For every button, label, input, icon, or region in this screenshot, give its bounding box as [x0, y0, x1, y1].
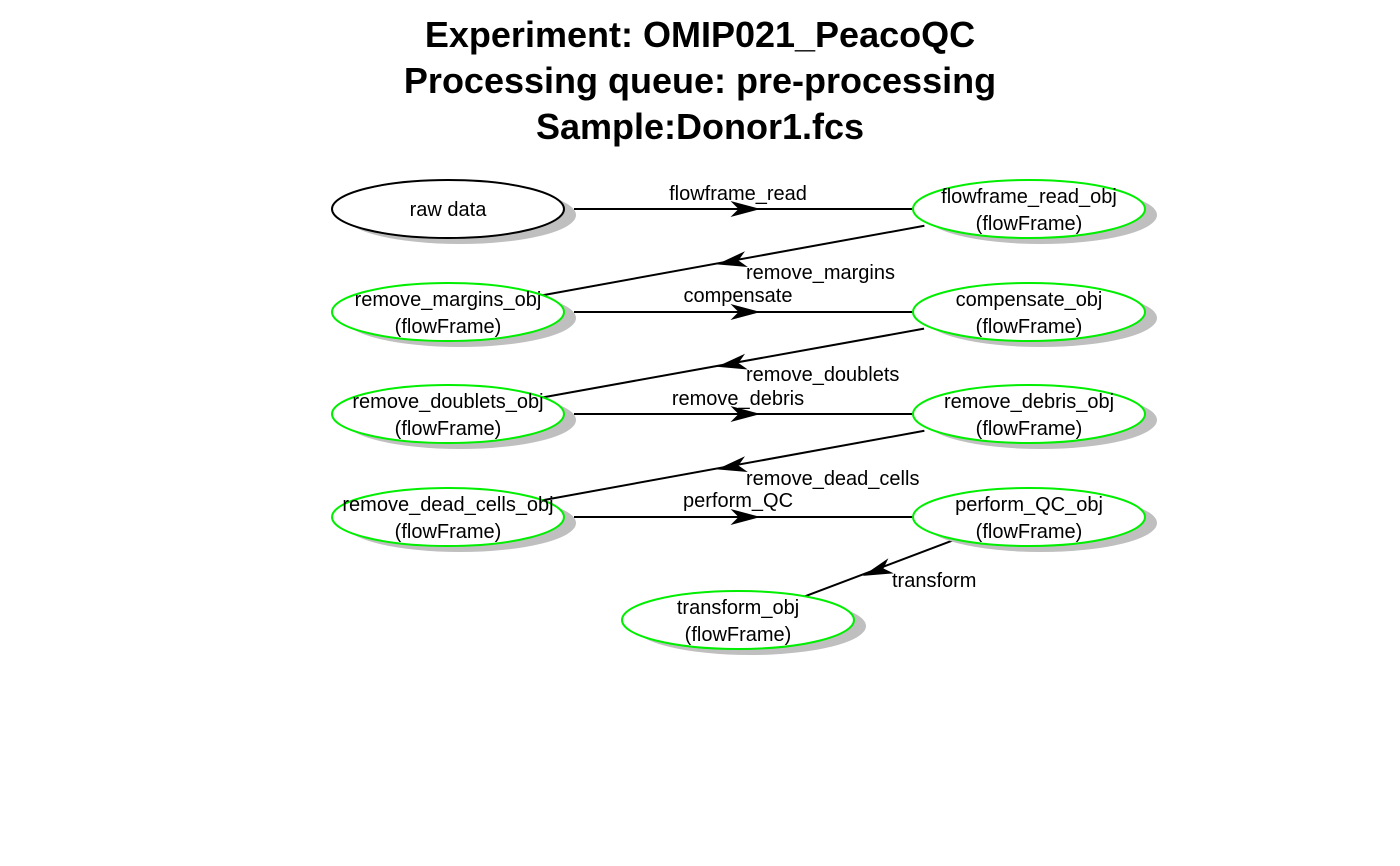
- node-name: remove_debris_obj: [944, 391, 1114, 413]
- edge-label: compensate: [684, 285, 793, 307]
- node-type: (flowFrame): [976, 316, 1083, 338]
- node-ellipse: [331, 179, 565, 239]
- arrow-head-icon: [730, 509, 761, 525]
- diagram-title: Experiment: OMIP021_PeacoQC Processing q…: [404, 14, 996, 147]
- arrow-head-icon: [730, 201, 761, 217]
- edge-label: remove_margins: [746, 262, 895, 284]
- node-remove-dead-cells-obj: remove_dead_cells_obj (flowFrame): [331, 487, 576, 552]
- node-ellipse: [331, 282, 565, 342]
- edge-label: remove_debris: [672, 388, 804, 410]
- title-sample: Sample:Donor1.fcs: [536, 106, 864, 147]
- nodes-layer: raw dataflowframe_read_obj(flowFrame)rem…: [331, 179, 1157, 655]
- node-type: (flowFrame): [976, 213, 1083, 235]
- node-type: (flowFrame): [685, 624, 792, 646]
- arrow-head-icon: [862, 558, 894, 576]
- node-remove-doublets-obj: remove_doublets_obj (flowFrame): [331, 384, 576, 449]
- edge-remove-dead-cells: [542, 429, 925, 502]
- node-name: flowframe_read_obj: [941, 186, 1117, 208]
- arrow-head-icon: [730, 406, 761, 422]
- node-type: (flowFrame): [976, 521, 1083, 543]
- edge-perform-QC: [574, 509, 913, 525]
- edge-transform: [804, 539, 953, 598]
- node-ellipse: [912, 487, 1146, 547]
- node-flowframe-read-obj: flowframe_read_obj (flowFrame): [912, 179, 1157, 244]
- edge-compensate: [574, 304, 913, 320]
- arrow-head-icon: [716, 353, 748, 370]
- node-remove-debris-obj: remove_debris_obj (flowFrame): [912, 384, 1157, 449]
- edges-layer: [542, 201, 953, 598]
- arrow-head-icon: [730, 304, 761, 320]
- node-raw: raw data: [331, 179, 576, 244]
- edge-remove-margins: [542, 224, 925, 297]
- node-type: (flowFrame): [976, 418, 1083, 440]
- edge-label: perform_QC: [683, 490, 793, 512]
- node-name: perform_QC_obj: [955, 494, 1103, 516]
- node-ellipse: [912, 282, 1146, 342]
- arrow-head-icon: [716, 251, 748, 267]
- title-processing-queue: Processing queue: pre-processing: [404, 60, 996, 101]
- node-name: compensate_obj: [956, 289, 1103, 311]
- node-ellipse: [912, 179, 1146, 239]
- title-experiment: Experiment: OMIP021_PeacoQC: [425, 14, 975, 55]
- node-type: (flowFrame): [395, 521, 502, 543]
- edge-remove-doublets: [542, 327, 925, 399]
- edge-label: remove_doublets: [746, 364, 899, 386]
- edge-flowframe-read: [574, 201, 913, 217]
- node-perform-QC-obj: perform_QC_obj (flowFrame): [912, 487, 1157, 552]
- node-ellipse: [331, 384, 565, 444]
- node-name: raw data: [410, 199, 488, 221]
- node-type: (flowFrame): [395, 316, 502, 338]
- arrow-head-icon: [716, 456, 748, 472]
- node-compensate-obj: compensate_obj (flowFrame): [912, 282, 1157, 347]
- node-ellipse: [331, 487, 565, 547]
- node-ellipse: [621, 590, 855, 650]
- node-remove-margins-obj: remove_margins_obj (flowFrame): [331, 282, 576, 347]
- node-name: transform_obj: [677, 597, 799, 619]
- edge-remove-debris: [574, 406, 913, 422]
- node-name: remove_dead_cells_obj: [342, 494, 553, 516]
- edge-label: transform: [892, 570, 976, 592]
- node-transform-obj: transform_obj (flowFrame): [621, 590, 866, 655]
- edge-label: flowframe_read: [669, 183, 807, 205]
- node-type: (flowFrame): [395, 418, 502, 440]
- edge-label: remove_dead_cells: [746, 468, 919, 490]
- node-name: remove_doublets_obj: [352, 391, 543, 413]
- node-ellipse: [912, 384, 1146, 444]
- node-name: remove_margins_obj: [355, 289, 542, 311]
